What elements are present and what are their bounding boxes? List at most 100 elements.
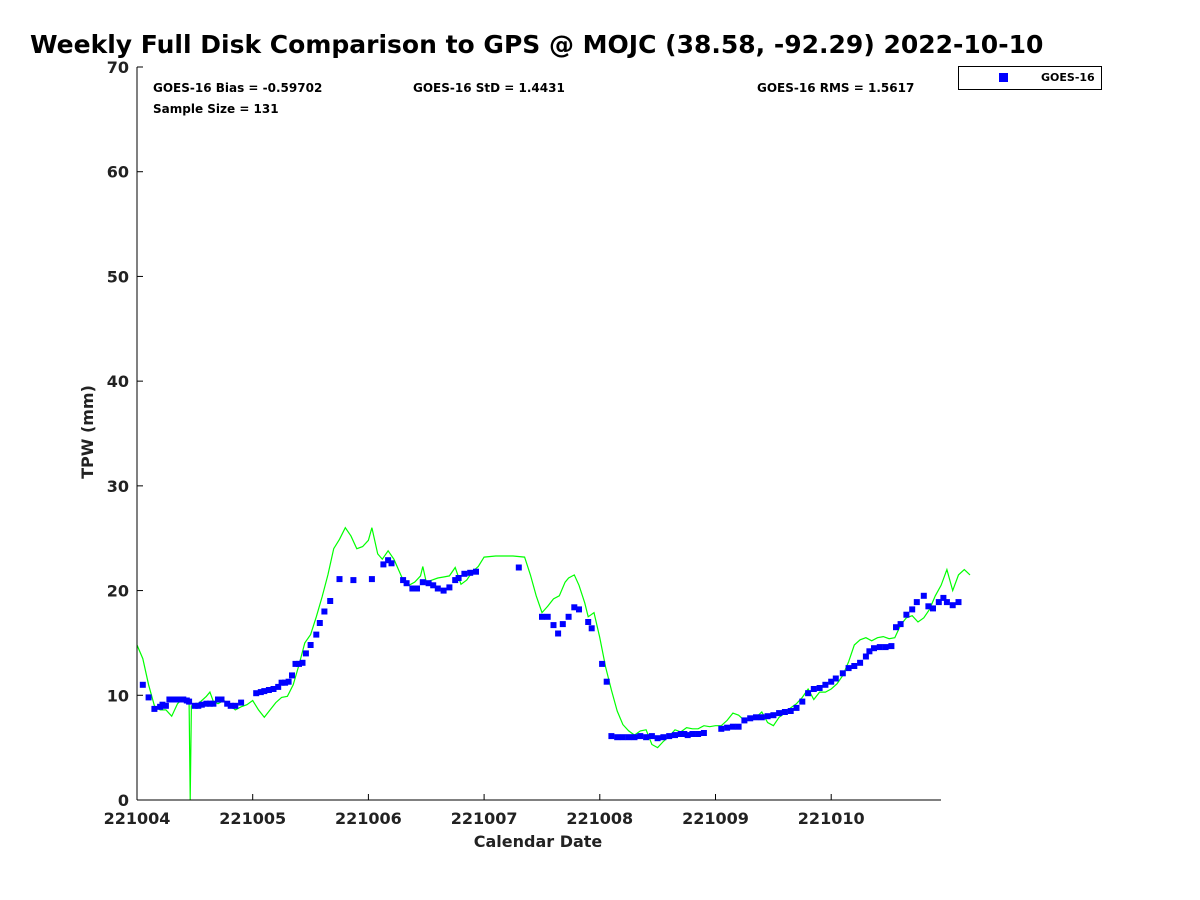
x-axis-label: Calendar Date	[474, 832, 603, 851]
legend-label: GOES-16	[1041, 71, 1095, 84]
goes16-point	[862, 653, 869, 660]
goes16-point	[897, 621, 904, 628]
y-tick-label: 20	[107, 582, 129, 601]
goes16-point	[888, 643, 895, 650]
goes16-point	[425, 580, 432, 587]
gps-line	[136, 526, 971, 801]
goes16-point	[261, 688, 268, 695]
goes16-point	[473, 568, 479, 575]
goes16-point	[296, 660, 302, 667]
goes16-point	[195, 702, 202, 709]
goes16-point	[747, 715, 754, 722]
goes16-point	[203, 700, 210, 707]
goes16-point	[316, 620, 323, 626]
goes16-point	[619, 734, 626, 741]
goes16-point	[414, 585, 420, 592]
goes16-point	[380, 561, 387, 568]
y-tick-label: 10	[107, 686, 129, 705]
goes16-point	[839, 670, 846, 677]
goes16-point	[336, 576, 343, 583]
goes16-point	[654, 735, 661, 742]
goes16-point	[166, 696, 173, 703]
goes16-point	[608, 733, 615, 740]
goes16-point	[307, 642, 314, 648]
goes16-point	[955, 599, 962, 606]
goes16-point	[467, 569, 474, 576]
x-tick-label: 221004	[104, 809, 171, 828]
goes16-point	[816, 685, 823, 691]
goes16-point	[253, 690, 260, 697]
gps-series	[136, 526, 971, 801]
goes16-point	[215, 696, 221, 703]
goes16-point	[198, 701, 205, 708]
goes16-point	[434, 585, 441, 592]
goes16-point	[191, 702, 198, 709]
y-tick-label: 50	[107, 267, 129, 286]
goes16-point	[631, 734, 638, 741]
x-tick-label: 221006	[335, 809, 402, 828]
goes16-point	[949, 602, 956, 609]
goes16-point	[139, 681, 146, 688]
x-tick-label: 221005	[219, 809, 286, 828]
goes16-point	[544, 613, 551, 620]
goes16-point	[452, 577, 459, 584]
goes16-point	[302, 650, 309, 657]
goes16-point	[388, 560, 395, 567]
goes16-point	[758, 714, 765, 721]
goes16-point	[599, 660, 606, 667]
goes16-point	[224, 700, 231, 707]
goes16-point	[913, 599, 920, 606]
goes16-point	[455, 575, 462, 581]
goes16-point	[559, 621, 566, 628]
goes16-point	[882, 644, 889, 651]
goes16-point	[770, 712, 777, 719]
goes16-point	[419, 579, 426, 586]
goes16-point	[186, 698, 193, 705]
goes16-point	[799, 698, 806, 705]
goes16-point	[695, 731, 702, 737]
goes16-point	[285, 678, 292, 685]
goes16-point	[145, 694, 152, 701]
goes16-point	[289, 672, 295, 679]
goes16-point	[409, 585, 416, 592]
goes16-point	[565, 613, 572, 620]
goes16-point	[571, 604, 578, 611]
goes16-point	[648, 733, 655, 740]
goes16-point	[257, 689, 264, 696]
goes16-point	[857, 659, 864, 666]
stat-bias: GOES-16 Bias = -0.59702	[153, 81, 322, 95]
goes16-point	[689, 731, 696, 737]
goes16-point	[238, 699, 245, 706]
y-tick-label: 0	[118, 791, 129, 810]
goes16-point	[585, 619, 592, 625]
x-tick-label: 221007	[451, 809, 518, 828]
stat-sample-size: Sample Size = 131	[153, 102, 279, 116]
goes16-point	[232, 702, 239, 709]
goes16-point	[920, 592, 927, 599]
goes16-point	[851, 663, 858, 669]
x-tick-label: 221009	[682, 809, 749, 828]
goes16-point	[555, 630, 562, 637]
goes16-point	[446, 584, 453, 591]
goes16-point	[282, 679, 289, 686]
y-tick-label: 40	[107, 372, 129, 391]
goes16-point	[403, 580, 410, 587]
goes16-point	[866, 648, 873, 655]
goes16-point	[832, 675, 839, 682]
goes16-point	[735, 723, 742, 730]
goes16-point	[805, 690, 812, 697]
goes16-point	[660, 734, 667, 741]
legend-marker-square	[999, 73, 1008, 82]
goes16-point	[925, 603, 932, 610]
goes16-point	[876, 644, 883, 651]
goes16-point	[461, 570, 468, 577]
goes16-point	[871, 645, 877, 652]
goes16-point	[822, 681, 829, 688]
goes16-point	[151, 705, 158, 712]
goes16-point	[275, 683, 282, 690]
goes16-point	[321, 608, 328, 615]
goes16-point	[210, 700, 217, 707]
y-tick-label: 60	[107, 163, 129, 182]
goes16-point	[940, 594, 947, 601]
